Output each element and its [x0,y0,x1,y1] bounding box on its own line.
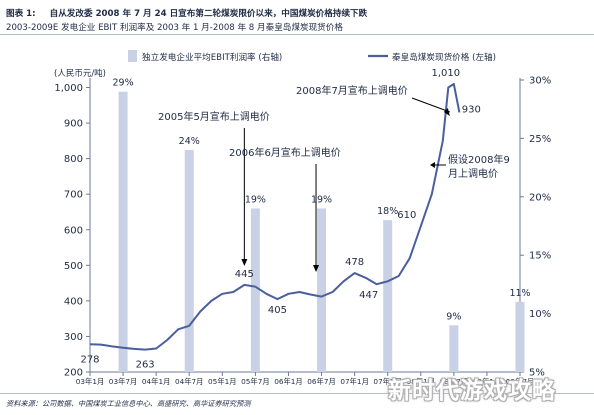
left-tick-label: 900 [64,119,83,130]
source-note: 资料来源：公司数据、中国煤炭工业信息中心、高盛研究、高华证券研究预测 [6,399,251,408]
x-tick-label: 04年7月 [175,377,204,386]
x-tick-label: 09年1月 [473,377,502,386]
margin-bar [449,325,459,372]
left-axis-unit: (人民币元/吨) [54,68,106,79]
price-point-label: 1,010 [432,68,461,79]
figure-label: 图表 1: [6,9,36,19]
x-tick-label: 05年7月 [241,377,270,386]
right-tick-label: 20% [529,192,551,203]
bar-value-label: 19% [245,194,266,205]
bar-value-label: 18% [377,206,398,217]
left-tick-label: 600 [64,225,83,236]
right-tick-label: 10% [529,309,551,320]
price-point-label: 447 [359,290,378,301]
x-tick-label: 09年7月 [506,377,535,386]
right-tick-label: 25% [529,134,551,145]
price-line [89,82,461,351]
right-tick-label: 15% [529,251,551,262]
x-tick-label: 07年7月 [373,377,402,386]
bar-value-label: 29% [113,78,134,89]
x-tick-label: 03年7月 [109,377,138,386]
x-tick-label: 06年7月 [307,377,336,386]
price-point-label: 478 [345,257,364,268]
annotation-text: 2005年5月宣布上调电价 [158,110,270,123]
left-tick-label: 1,000 [54,83,83,94]
annotation-arrow [411,97,451,113]
left-tick-label: 400 [64,296,83,307]
left-tick-label: 800 [64,154,83,165]
annotation-arrowhead [313,265,320,272]
annotation-arrowhead [430,162,435,168]
top-divider [0,34,594,35]
bar-value-label: 19% [311,194,332,205]
bar-value-label: 24% [179,136,200,147]
price-point-label: 405 [268,305,287,316]
right-tick-label: 30% [529,76,551,87]
combo-chart: (人民币元/吨) 200 300 400 500 600 700 800 900 1,000 5% 1… [54,50,551,386]
bottom-divider [0,393,594,394]
margin-bar [383,220,393,372]
price-point-label: 445 [235,269,254,280]
margin-bar [515,301,525,372]
watermark-text: 新时代游戏攻略 [388,378,556,404]
x-tick-label: 08年1月 [407,377,436,386]
annotation-text: 假设2008年9 [448,153,510,166]
x-tick-label: 06年1月 [274,377,303,386]
price-point-label: 930 [462,104,481,115]
x-tick-label: 07年1月 [340,377,369,386]
left-tick-label: 500 [64,261,83,272]
annotation-text: 2006年6月宣布上调电价 [229,146,341,159]
margin-bar [317,208,327,372]
annotation-text: 月上调电价 [448,167,498,180]
left-tick-label: 200 [64,368,83,379]
bar-value-label: 11% [509,288,530,299]
annotation-text: 2008年7月宣布上调电价 [296,84,408,97]
price-point-label: 610 [397,210,416,221]
right-tick-label: 5% [529,368,545,379]
legend-bar-swatch [128,50,137,62]
legend-line-label: 秦皇岛煤炭现货价格 (左轴) [392,51,496,63]
x-tick-label: 04年1月 [142,377,171,386]
price-point-label: 263 [136,360,155,371]
annotation-arrowhead [241,259,248,266]
figure-subtitle: 2003-2009E 发电企业 EBIT 利润率及 2003 年 1 月-200… [6,23,343,33]
left-tick-label: 700 [64,190,83,201]
margin-bar [184,150,194,372]
price-point-label: 278 [80,354,99,365]
figure-title-row: 图表 1: 自从发改委 2008 年 7 月 24 日宣布第二轮煤炭限价以来，中国… [6,7,367,19]
margin-bar [118,91,128,373]
annotation-arrowhead [443,108,450,116]
x-tick-label: 03年1月 [76,377,105,386]
left-tick-label: 300 [64,332,83,343]
figure-title: 自从发改委 2008 年 7 月 24 日宣布第二轮煤炭限价以来，中国煤炭价格持… [49,9,368,19]
legend-bar-label: 独立发电企业平均EBIT利润率 (右轴) [142,51,282,63]
x-tick-label: 05年1月 [208,377,237,386]
bar-value-label: 9% [446,311,461,322]
margin-bar [250,208,260,372]
x-tick-label: 08年7月 [440,377,469,386]
